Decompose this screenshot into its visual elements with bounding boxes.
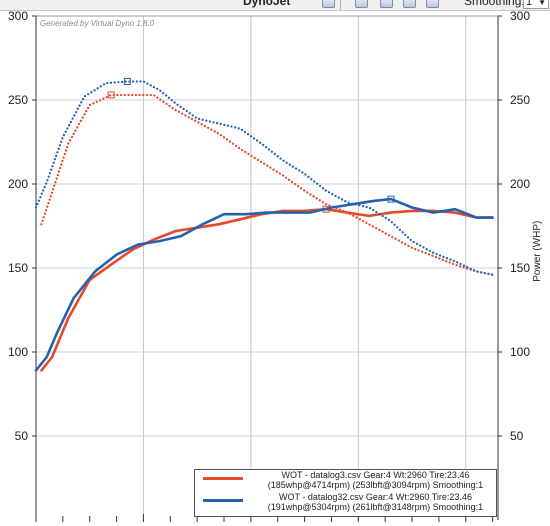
zoom-icon[interactable] — [322, 0, 335, 8]
y2-tick-label: 200 — [510, 177, 530, 191]
y-tick-label: 300 — [8, 9, 28, 23]
open-icon[interactable] — [380, 0, 393, 8]
y2-tick-label: 250 — [510, 93, 530, 107]
copy-icon[interactable] — [355, 0, 368, 8]
legend-swatch-run2 — [203, 499, 243, 502]
y-tick-label: 100 — [8, 345, 28, 359]
series-layer — [34, 78, 494, 372]
legend-text-run2: WOT - datalog32.csv Gear:4 Wt:2960 Tire:… — [253, 492, 498, 512]
legend-entry-run1: WOT - datalog3.csv Gear:4 Wt:2960 Tire:2… — [195, 470, 496, 490]
legend-run1-line1: WOT - datalog3.csv Gear:4 Wt:2960 Tire:2… — [281, 470, 470, 480]
peak-marker — [123, 78, 131, 86]
y2-tick-label: 150 — [510, 261, 530, 275]
smoothing-value: 1 — [526, 0, 533, 8]
save-icon[interactable] — [403, 0, 416, 8]
watermark: Generated by Virtual Dyno 1.8.0 — [40, 19, 155, 28]
series-line-torque-run1 — [40, 93, 494, 276]
series-line-torque-run2 — [34, 80, 494, 276]
y-tick-label: 250 — [8, 93, 28, 107]
legend-run2-line1: WOT - datalog32.csv Gear:4 Wt:2960 Tire:… — [279, 492, 472, 502]
legend-entry-run2: WOT - datalog32.csv Gear:4 Wt:2960 Tire:… — [195, 492, 496, 512]
legend-text-run1: WOT - datalog3.csv Gear:4 Wt:2960 Tire:2… — [253, 470, 498, 490]
legend-swatch-run1 — [203, 477, 243, 480]
legend: WOT - datalog3.csv Gear:4 Wt:2960 Tire:2… — [194, 469, 497, 517]
peak-marker — [387, 195, 395, 203]
y2-tick-label: 300 — [510, 9, 530, 23]
legend-run2-line2: (191whp@5304rpm) (261lbft@3148rpm) Smoot… — [267, 502, 484, 512]
app-title: DynoJet — [243, 0, 291, 8]
y-tick-label: 50 — [15, 429, 29, 443]
smoothing-label: Smoothing: — [464, 0, 525, 8]
series-line-power-run2 — [34, 197, 494, 372]
y-tick-label: 200 — [8, 177, 28, 191]
y2-tick-label: 50 — [510, 429, 524, 443]
toolbar: DynoJet Smoothing: 1 ▼ — [0, 0, 550, 11]
toolbar-separator — [340, 0, 341, 10]
peak-marker — [107, 91, 115, 99]
y2-axis-title: Power (WHP) — [532, 221, 543, 282]
smoothing-select[interactable]: 1 ▼ — [523, 0, 549, 9]
print-icon[interactable] — [426, 0, 439, 8]
chevron-down-icon: ▼ — [538, 0, 546, 7]
y-tick-label: 150 — [8, 261, 28, 275]
legend-run1-line2: (185whp@4714rpm) (253lbft@3094rpm) Smoot… — [267, 480, 484, 490]
y2-tick-label: 100 — [510, 345, 530, 359]
